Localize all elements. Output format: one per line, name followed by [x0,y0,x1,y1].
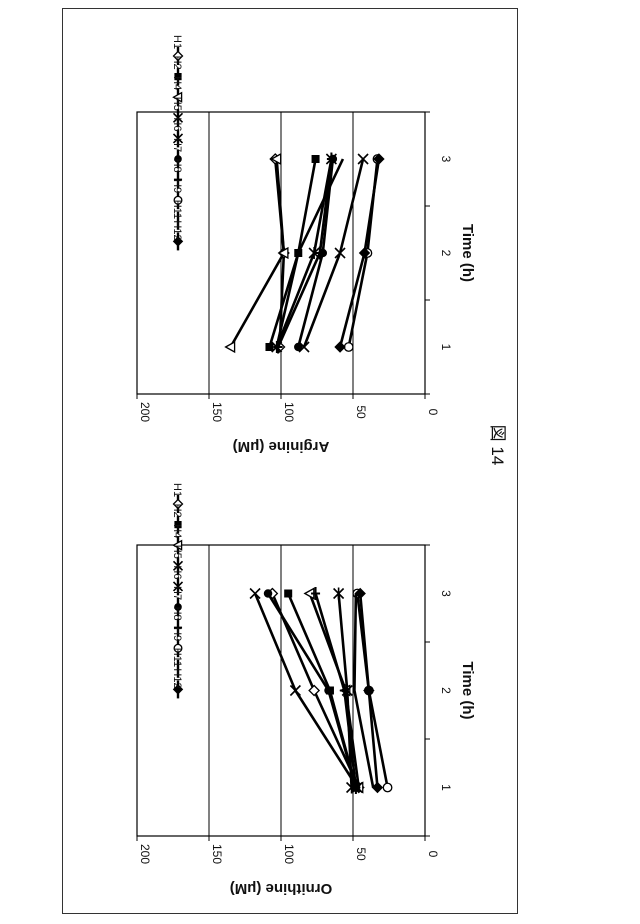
arginine-point-H8 [327,153,336,166]
ornithine-legend-label-H8: H8 [171,607,183,621]
ornithine-y-axis-title: Ornithine (μM) [230,880,333,897]
ornithine-category-tick-label: 2 [439,687,453,694]
arginine-point-H7 [294,343,303,352]
ornithine-category-tick-label: 1 [439,784,453,791]
ornithine-point-H7 [264,589,273,598]
arginine-legend-label-H5: H5 [171,97,183,111]
arginine-value-tick-label: 150 [210,402,224,422]
ornithine-value-tick-label: 50 [354,847,368,861]
arginine-y-axis-title: Arginine (μM) [233,438,330,455]
ornithine-point-H6 [334,588,344,600]
arginine-point-H2 [312,155,320,163]
ornithine-chart: 0 50 100 150 200 1 2 3 Time (h) Ornithine (μM) H1 H… [137,483,476,897]
arginine-series-H4: H4 [171,76,288,352]
ornithine-series-H5: H5 [171,545,362,793]
ornithine-legend-label-H12: H12 [171,668,183,688]
ornithine-value-tick-label: 0 [426,851,440,858]
arginine-legend-label-H4: H4 [171,76,183,90]
ornithine-legend-label-H5: H5 [171,545,183,559]
ornithine-series-H1: H1 [171,483,364,793]
arginine-x-axis-title: Time (h) [459,224,476,282]
ornithine-legend-label-H7: H7 [171,586,183,600]
arginine-series-line-H4 [231,159,284,347]
arginine-legend-label-H12: H12 [171,220,183,240]
arginine-legend-label-H1: H1 [171,35,183,49]
ornithine-point-H5 [250,589,260,599]
ornithine-value-tick-label: 200 [138,844,152,864]
arginine-legend-label-H2: H2 [171,56,183,70]
arginine-legend-label-H7: H7 [171,138,183,152]
arginine-value-tick-label: 100 [282,402,296,422]
ornithine-legend-label-H11: H11 [171,648,183,667]
arginine-series-H6: H6 [171,117,336,353]
ornithine-point-H12 [372,783,382,793]
ornithine-legend-label-H9: H9 [171,627,183,641]
arginine-category-tick-label: 2 [439,250,453,257]
arginine-point-H12 [335,342,345,352]
arginine-series-H5: H5 [171,97,368,352]
arginine-category-tick-label: 1 [439,344,453,351]
arginine-series-line-H2 [269,159,315,347]
arginine-series-H1: H1 [171,35,289,352]
arginine-point-H4 [226,342,235,352]
ornithine-point-H7 [324,686,333,695]
ornithine-point-H2 [284,590,292,598]
arginine-value-tick-label: 50 [354,405,368,419]
ornithine-point-H12 [364,686,374,696]
arginine-legend-label-H8: H8 [171,159,183,173]
ornithine-point-H5 [290,686,300,696]
ornithine-point-H9 [383,783,392,792]
arginine-legend-label-H6: H6 [171,117,183,131]
ornithine-value-tick-label: 100 [282,844,296,864]
arginine-point-H2 [265,343,273,351]
ornithine-x-axis-title: Time (h) [459,661,476,719]
arginine-value-tick-label: 200 [138,402,152,422]
arginine-category-tick-label: 3 [439,156,453,163]
arginine-value-tick-label: 0 [426,409,440,416]
ornithine-value-tick-label: 150 [210,844,224,864]
ornithine-legend-label-H6: H6 [171,565,183,579]
arginine-series-H7: H7 [171,138,337,351]
ornithine-series-H6: H6 [171,565,357,793]
ornithine-category-tick-label: 3 [439,590,453,597]
arginine-legend-label-H11: H11 [171,200,183,219]
ornithine-point-H1 [309,686,319,696]
arginine-chart: 0 50 100 150 200 1 2 3 Time (h) Arginine (μM) H1 H2… [137,35,476,455]
arginine-legend-label-H9: H9 [171,179,183,193]
ornithine-legend-label-H1: H1 [171,483,183,497]
ornithine-legend-label-H2: H2 [171,504,183,518]
ornithine-legend-label-H4: H4 [171,524,183,538]
